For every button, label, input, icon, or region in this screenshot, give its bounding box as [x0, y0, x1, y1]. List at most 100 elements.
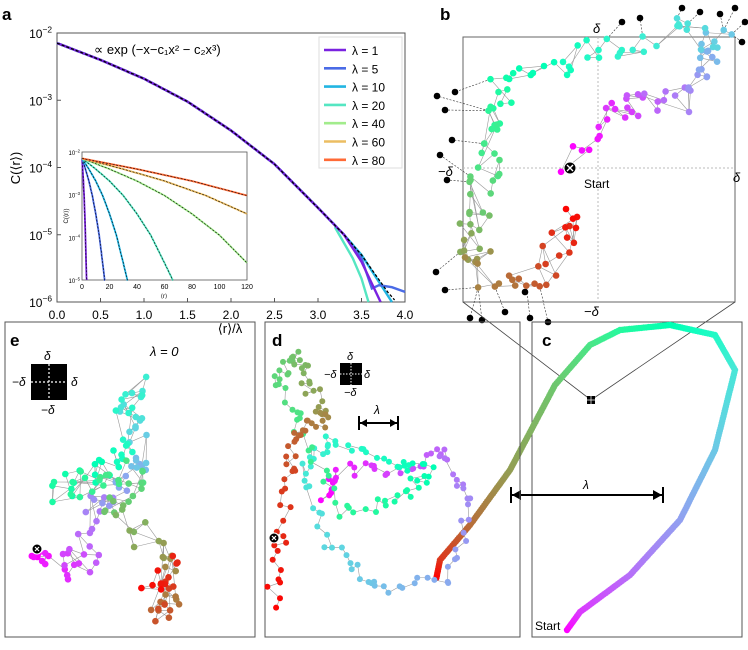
- walk-link: [706, 33, 732, 35]
- walk-particle: [674, 23, 681, 30]
- walk-particle: [560, 59, 567, 66]
- walk-particle: [431, 577, 437, 583]
- walk-particle: [68, 491, 75, 498]
- walk-particle: [386, 459, 392, 465]
- walk-particle: [133, 414, 140, 421]
- walk-particle: [431, 464, 437, 470]
- walk-particle: [442, 455, 448, 461]
- walk-particle: [549, 229, 556, 236]
- walk-particle: [397, 583, 403, 589]
- walk-particle: [728, 31, 735, 38]
- walk-particle: [113, 512, 120, 519]
- walk-particle: [270, 557, 276, 563]
- walk-particle: [320, 418, 326, 424]
- legend-label: λ = 80: [352, 154, 385, 168]
- walk-particle: [118, 396, 125, 403]
- walk-particle: [273, 382, 279, 388]
- walk-particle: [333, 475, 339, 481]
- legend-label: λ = 10: [352, 81, 385, 95]
- walk-particle: [332, 500, 338, 506]
- y-tick-label: 10−2: [29, 25, 52, 41]
- walk-particle: [131, 544, 138, 551]
- periodic-link: [445, 287, 478, 290]
- walk-particle: [654, 107, 661, 114]
- walk-particle: [280, 533, 286, 539]
- walk-particle: [425, 575, 431, 581]
- walk-particle: [536, 283, 543, 290]
- walk-particle: [139, 468, 146, 475]
- periodic-link: [607, 22, 622, 39]
- walk-particle: [445, 580, 451, 586]
- walk-particle: [165, 574, 172, 581]
- walk-link: [543, 246, 556, 276]
- panel-label-c: c: [542, 331, 551, 350]
- x-axis-label: ⟨r⟩/λ: [218, 321, 243, 336]
- walk-particle: [93, 518, 100, 525]
- walk-particle: [75, 531, 82, 538]
- walk-particle: [76, 560, 83, 567]
- walk-particle: [421, 473, 427, 479]
- panel-label-d: d: [272, 331, 282, 350]
- walk-particle: [697, 55, 704, 62]
- y-tick-labels: 10−210−310−410−510−6: [29, 25, 61, 310]
- walk-particle: [467, 221, 474, 228]
- walk-particle: [476, 227, 483, 234]
- walk-particle: [285, 443, 291, 449]
- walk-particle: [273, 605, 279, 611]
- image-particle: [637, 15, 644, 22]
- inset-x-tick-label: 100: [214, 284, 226, 291]
- walk-particle: [596, 133, 603, 140]
- walk-particle: [329, 545, 335, 551]
- walk-particle: [110, 498, 117, 505]
- delta-right-label-d: δ: [364, 369, 371, 381]
- zoom-box-icon: [587, 396, 595, 404]
- lambda-label-d: λ: [373, 403, 380, 417]
- delta-box-icon: [340, 363, 362, 385]
- walk-particle: [553, 272, 560, 279]
- panel-e: e δ −δ δ −δ λ = 0: [5, 322, 255, 637]
- walk-particle: [604, 36, 611, 43]
- walk-particle: [612, 106, 619, 113]
- delta-right-label: δ: [733, 170, 741, 185]
- walk-particle: [516, 275, 523, 282]
- fit-annotation: ∝ exp (−x−c₁x² − c₂x³): [94, 42, 221, 57]
- walk-particle: [278, 567, 284, 573]
- periodic-link: [447, 180, 469, 182]
- delta-top-label: δ: [593, 21, 601, 36]
- delta-top-label-e: δ: [44, 349, 51, 363]
- walk-particle: [302, 428, 308, 434]
- walk-particle: [480, 209, 487, 216]
- walk-particle: [138, 485, 145, 492]
- periodic-link: [724, 8, 735, 30]
- walk-particle: [113, 407, 120, 414]
- walk-particle: [126, 429, 133, 436]
- walk-particle: [123, 457, 130, 464]
- legend-label: λ = 1: [352, 44, 379, 58]
- walk-particle: [283, 385, 289, 391]
- walk-particle: [290, 354, 296, 360]
- walk-particle: [487, 248, 494, 255]
- walk-particle: [383, 472, 389, 478]
- walk-particle: [475, 284, 482, 291]
- start-label-c: Start: [535, 619, 561, 633]
- walk-particle: [303, 391, 309, 397]
- walk-particle: [325, 442, 331, 448]
- walk-particle: [64, 572, 71, 579]
- walk-particle: [314, 524, 320, 530]
- walk-particle: [468, 230, 475, 237]
- legend: λ = 1λ = 5λ = 10λ = 20λ = 40λ = 60λ = 80: [319, 37, 402, 168]
- walk-particle: [283, 461, 289, 467]
- walk-particle: [319, 398, 325, 404]
- walk-particle: [317, 386, 323, 392]
- legend-label: λ = 5: [352, 62, 379, 76]
- walk-particle: [408, 476, 414, 482]
- image-particle: [697, 9, 704, 16]
- walk-particle: [333, 442, 339, 448]
- walk-particle: [562, 224, 569, 231]
- walk-particle: [176, 601, 183, 608]
- walk-particle: [280, 359, 286, 365]
- walk-particle: [466, 209, 473, 216]
- walk-particle: [155, 606, 162, 613]
- walk-particle: [337, 514, 343, 520]
- walk-particle: [512, 282, 519, 289]
